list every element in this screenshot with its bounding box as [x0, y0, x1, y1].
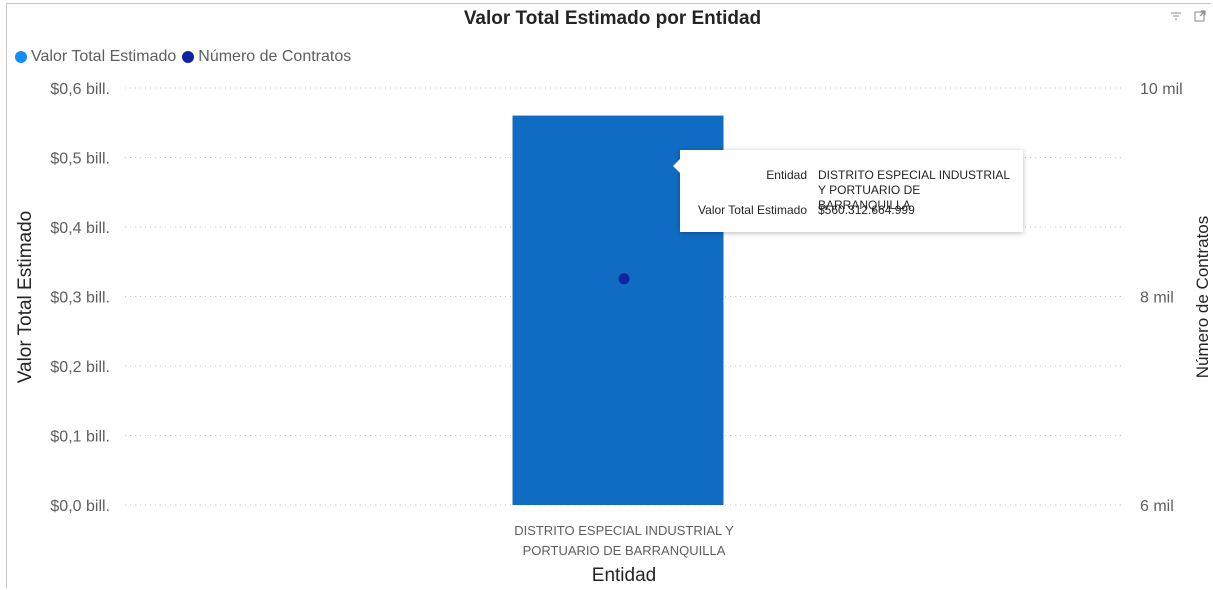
y-tick-label: $0,0 bill. [50, 498, 110, 515]
x-tick-label: DISTRITO ESPECIAL INDUSTRIAL Y [514, 523, 734, 538]
x-tick-label: PORTUARIO DE BARRANQUILLA [523, 543, 726, 558]
y-tick-label: $0,2 bill. [50, 359, 110, 376]
legend-item-contratos[interactable]: Número de Contratos [182, 48, 351, 66]
filter-icon[interactable] [1169, 9, 1183, 23]
legend: Valor Total Estimado Número de Contratos [15, 48, 357, 66]
visual-header-icons [1169, 9, 1207, 23]
data-point [618, 273, 630, 285]
y2-axis-title: Número de Contratos [1193, 216, 1212, 379]
tooltip-label: Valor Total Estimado [698, 203, 807, 217]
y-tick-label: $0,6 bill. [50, 81, 110, 98]
legend-label: Valor Total Estimado [31, 48, 177, 65]
y-tick-label: $0,3 bill. [50, 290, 110, 307]
tooltip: Entidad DISTRITO ESPECIAL INDUSTRIAL Y P… [673, 150, 1023, 232]
y2-tick-label: 6 mil [1140, 498, 1174, 515]
x-axis-title: Entidad [592, 565, 656, 586]
legend-item-valor[interactable]: Valor Total Estimado [15, 48, 176, 66]
y2-tick-label: 8 mil [1140, 290, 1174, 307]
tooltip-value: $560.312.664.999 [818, 203, 915, 217]
legend-marker [182, 51, 195, 63]
legend-marker [15, 51, 27, 63]
tooltip-value: DISTRITO ESPECIAL INDUSTRIAL Y PORTUARIO… [818, 168, 1010, 212]
y-tick-label: $0,4 bill. [50, 220, 110, 237]
chart-title: Valor Total Estimado por Entidad [463, 8, 762, 29]
y2-tick-label: 10 mil [1140, 81, 1183, 98]
legend-label: Número de Contratos [198, 48, 352, 65]
tooltip-row-valor: Valor Total Estimado $560.312.664.999 [680, 203, 1013, 218]
tooltip-row-entidad: Entidad DISTRITO ESPECIAL INDUSTRIAL Y P… [680, 168, 1013, 213]
tooltip-label: Entidad [766, 168, 807, 182]
y-tick-label: $0,5 bill. [50, 151, 110, 168]
focus-mode-icon[interactable] [1193, 9, 1207, 23]
visual-frame [6, 3, 1211, 588]
y-tick-label: $0,1 bill. [50, 429, 110, 446]
y-axis-title: Valor Total Estimado [15, 211, 36, 384]
